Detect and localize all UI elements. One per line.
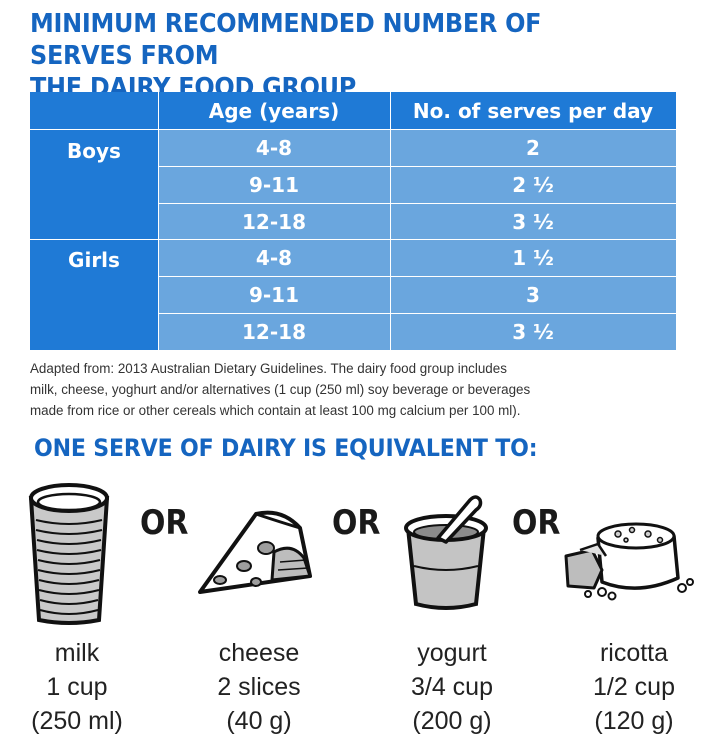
table-divider (158, 313, 676, 314)
item-name: milk (54, 639, 100, 667)
table-divider (30, 239, 676, 240)
table-divider (158, 276, 676, 277)
serving-ricotta: ricotta 1/2 cup (120 g) (549, 636, 706, 738)
table-cell-serves: 2 ½ (512, 173, 554, 197)
serves-table: Age (years) No. of serves per day Boys G… (30, 92, 676, 350)
note-line: made from rice or other cereals which co… (30, 403, 521, 418)
or-label: OR (512, 503, 561, 543)
source-note: Adapted from: 2013 Australian Dietary Gu… (30, 358, 690, 421)
serving-cheese: cheese 2 slices (40 g) (174, 636, 344, 738)
section-subtitle: ONE SERVE OF DAIRY IS EQUIVALENT TO: (34, 434, 538, 462)
header-serves: No. of serves per day (412, 98, 654, 123)
item-amount: 3/4 cup (410, 673, 493, 701)
serving-yogurt: yogurt 3/4 cup (200 g) (367, 636, 537, 738)
table-cell-age: 12-18 (242, 320, 306, 344)
table-divider (390, 92, 391, 350)
item-amount: 1 cup (46, 673, 108, 701)
group-label-boys: Boys (67, 139, 121, 163)
item-amount: 2 slices (217, 673, 301, 701)
note-line: milk, cheese, yoghurt and/or alternative… (30, 382, 531, 397)
table-cell-serves: 1 ½ (512, 246, 554, 270)
table-cell-age: 4-8 (255, 246, 293, 270)
item-measure: (200 g) (412, 707, 492, 735)
table-cell-serves: 3 ½ (512, 320, 554, 344)
table-cell-serves: 3 (526, 283, 540, 307)
table-divider (30, 129, 676, 130)
note-line: Adapted from: 2013 Australian Dietary Gu… (30, 361, 507, 376)
milk-glass-icon (28, 483, 110, 625)
item-measure: (40 g) (226, 707, 292, 735)
table-cell-serves: 2 (526, 136, 540, 160)
item-measure: (120 g) (594, 707, 674, 735)
table-cell-age: 9-11 (248, 283, 300, 307)
table-cell-age: 12-18 (242, 209, 306, 234)
item-measure: (250 ml) (31, 707, 123, 735)
yogurt-cup-icon (404, 495, 488, 610)
page-title: MINIMUM RECOMMENDED NUMBER OF SERVES FRO… (30, 8, 637, 104)
serving-milk: milk 1 cup (250 ml) (0, 636, 162, 738)
group-cell-boys (30, 129, 158, 239)
item-name: ricotta (599, 639, 669, 667)
ricotta-cheese-icon (564, 522, 694, 601)
header-age: Age (years) (208, 98, 340, 123)
item-amount: 1/2 cup (592, 673, 675, 701)
title-line-1: MINIMUM RECOMMENDED NUMBER OF SERVES FRO… (30, 9, 542, 71)
table-cell-age: 4-8 (255, 136, 293, 160)
or-label: OR (332, 503, 381, 543)
item-name: cheese (218, 639, 300, 667)
table-header-row (30, 92, 676, 129)
group-cell-girls (30, 240, 158, 350)
cheese-wedge-icon (198, 510, 313, 594)
table-divider (158, 92, 159, 350)
table-divider (158, 166, 676, 167)
table-divider (158, 203, 676, 204)
table-cell-age: 9-11 (248, 173, 300, 197)
group-label-girls: Girls (68, 248, 120, 272)
or-label: OR (140, 503, 189, 543)
item-name: yogurt (417, 639, 487, 667)
table-cell-serves: 3 ½ (512, 209, 554, 234)
